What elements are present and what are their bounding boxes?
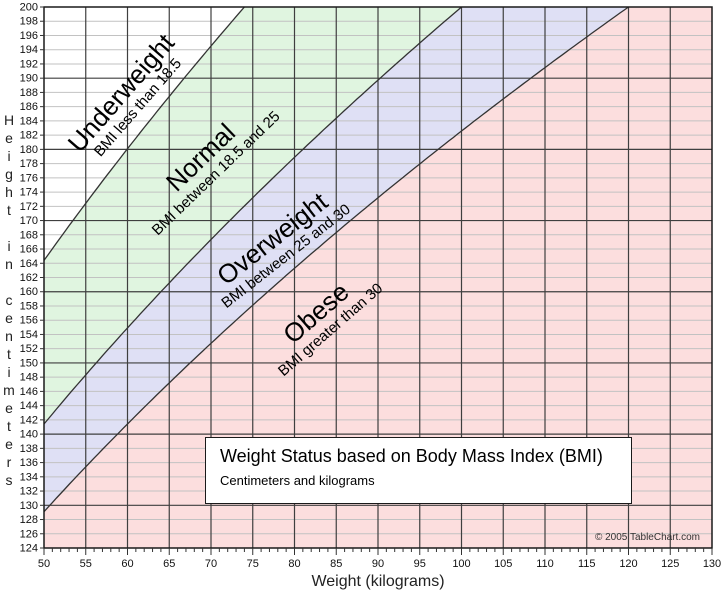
y-tick-label: 162 bbox=[20, 272, 38, 284]
x-tick-label: 70 bbox=[205, 558, 217, 570]
x-tick-label: 55 bbox=[80, 558, 92, 570]
y-tick-label: 156 bbox=[20, 315, 38, 327]
x-tick-label: 80 bbox=[288, 558, 300, 570]
y-tick-label: 150 bbox=[20, 357, 38, 369]
y-tick-label: 180 bbox=[20, 144, 38, 156]
y-tick-label: 128 bbox=[20, 514, 38, 526]
y-tick-label: 168 bbox=[20, 229, 38, 241]
y-tick-label: 142 bbox=[20, 414, 38, 426]
y-tick-label: 198 bbox=[20, 16, 38, 28]
y-tick-label: 138 bbox=[20, 443, 38, 455]
y-tick-label: 124 bbox=[20, 543, 38, 555]
copyright-text: © 2005 TableChart.com bbox=[594, 532, 700, 543]
x-tick-label: 120 bbox=[619, 558, 637, 570]
x-tick-label: 90 bbox=[372, 558, 384, 570]
y-tick-label: 148 bbox=[20, 372, 38, 384]
y-tick-label: 134 bbox=[20, 471, 38, 483]
chart-subtitle: Centimeters and kilograms bbox=[220, 473, 375, 488]
y-tick-label: 196 bbox=[20, 30, 38, 42]
y-tick-label: 176 bbox=[20, 172, 38, 184]
x-tick-label: 50 bbox=[38, 558, 50, 570]
y-tick-label: 144 bbox=[20, 400, 38, 412]
y-tick-label: 170 bbox=[20, 215, 38, 227]
bmi-boundary-curve-18.5 bbox=[43, 6, 245, 261]
y-tick-label: 186 bbox=[20, 101, 38, 113]
y-tick-label: 188 bbox=[20, 87, 38, 99]
chart-title: Weight Status based on Body Mass Index (… bbox=[220, 446, 603, 466]
y-tick-label: 200 bbox=[20, 2, 38, 14]
y-tick-label: 172 bbox=[20, 201, 38, 213]
y-tick-label: 126 bbox=[20, 528, 38, 540]
x-tick-label: 115 bbox=[578, 558, 596, 570]
y-tick-label: 182 bbox=[20, 130, 38, 142]
x-tick-label: 60 bbox=[121, 558, 133, 570]
y-tick-label: 146 bbox=[20, 386, 38, 398]
y-tick-label: 154 bbox=[20, 329, 38, 341]
y-tick-label: 164 bbox=[20, 258, 38, 270]
y-tick-label: 136 bbox=[20, 457, 38, 469]
x-tick-label: 105 bbox=[494, 558, 512, 570]
x-tick-label: 125 bbox=[661, 558, 679, 570]
y-tick-label: 130 bbox=[20, 500, 38, 512]
bmi-boundary-curve-25 bbox=[43, 6, 462, 425]
y-tick-label: 174 bbox=[20, 187, 38, 199]
y-tick-label: 160 bbox=[20, 286, 38, 298]
x-tick-label: 95 bbox=[414, 558, 426, 570]
y-tick-label: 158 bbox=[20, 300, 38, 312]
chart-title-box: Weight Status based on Body Mass Index (… bbox=[205, 437, 632, 504]
y-tick-label: 132 bbox=[20, 486, 38, 498]
x-tick-label: 130 bbox=[703, 558, 721, 570]
x-tick-label: 75 bbox=[247, 558, 259, 570]
bmi-boundary-curve-30 bbox=[43, 6, 629, 513]
y-tick-label: 184 bbox=[20, 115, 38, 127]
y-tick-label: 178 bbox=[20, 158, 38, 170]
y-tick-label: 166 bbox=[20, 244, 38, 256]
y-tick-label: 140 bbox=[20, 429, 38, 441]
x-tick-label: 110 bbox=[536, 558, 554, 570]
y-tick-label: 152 bbox=[20, 343, 38, 355]
x-tick-label: 85 bbox=[330, 558, 342, 570]
x-tick-label: 65 bbox=[163, 558, 175, 570]
x-tick-label: 100 bbox=[452, 558, 470, 570]
y-axis-title: Height in centimeters bbox=[1, 112, 17, 490]
x-axis-title: Weight (kilograms) bbox=[311, 573, 445, 590]
region-fill-underweight bbox=[44, 7, 245, 261]
y-tick-label: 192 bbox=[20, 58, 38, 70]
y-tick-label: 190 bbox=[20, 73, 38, 85]
y-tick-label: 194 bbox=[20, 44, 38, 56]
